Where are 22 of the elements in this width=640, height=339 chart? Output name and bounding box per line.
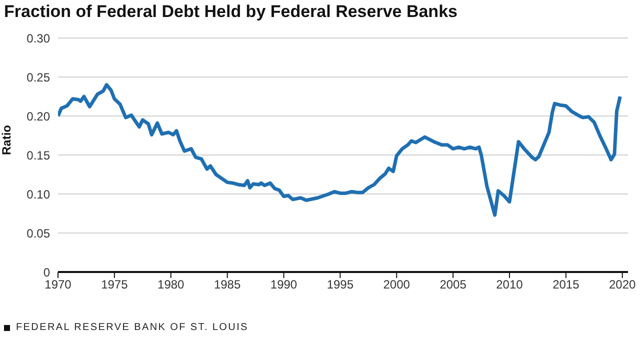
x-tick-label: 1970 bbox=[44, 278, 72, 292]
chart-title: Fraction of Federal Debt Held by Federal Reserve Banks bbox=[4, 2, 458, 22]
y-tick-label: 0 bbox=[43, 265, 50, 280]
x-tick-label: 2005 bbox=[440, 278, 467, 292]
y-tick-label: 0.05 bbox=[26, 226, 50, 240]
x-tick-label: 1975 bbox=[101, 278, 128, 292]
line-series bbox=[58, 83, 622, 217]
y-tick-label: 0.10 bbox=[26, 187, 50, 202]
y-tick-label: 0.15 bbox=[26, 148, 50, 162]
x-tick-label: 2010 bbox=[496, 278, 524, 292]
text: FEDERAL RESERVE BANK OF ST. LOUIS bbox=[16, 322, 248, 333]
x-tick-label: 1990 bbox=[270, 278, 298, 292]
y-tick-label: 0.30 bbox=[26, 31, 50, 46]
y-axis-title: Ratio bbox=[0, 125, 14, 155]
x-tick-label: 1980 bbox=[158, 278, 185, 292]
x-tick-label: 1995 bbox=[326, 278, 354, 292]
x-tick-label: 2020 bbox=[609, 278, 636, 292]
y-tick-label: 0.20 bbox=[26, 109, 50, 124]
x-tick-label: 1985 bbox=[214, 278, 241, 292]
x-tick-label: 2015 bbox=[552, 278, 580, 292]
x-tick-label: 2000 bbox=[383, 278, 410, 292]
y-tick-label: 0.25 bbox=[26, 70, 50, 84]
